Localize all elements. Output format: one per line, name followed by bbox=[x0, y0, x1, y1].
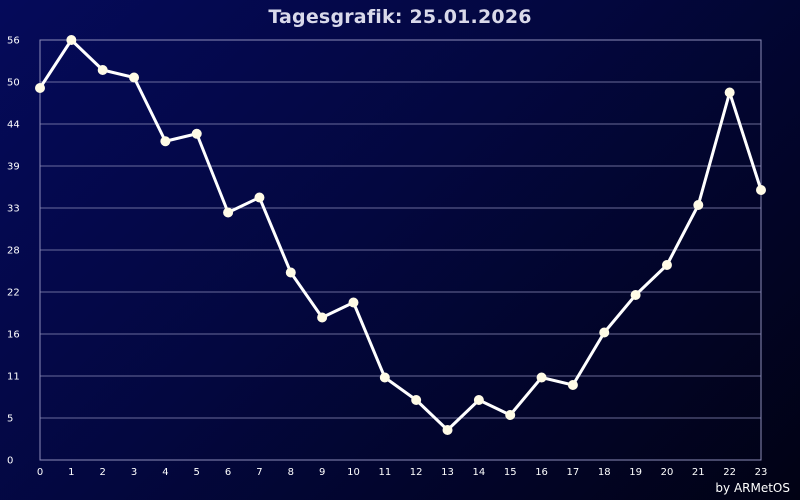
x-tick-label: 23 bbox=[755, 467, 768, 478]
x-tick-label: 13 bbox=[441, 467, 454, 478]
y-tick-label: 44 bbox=[7, 120, 20, 131]
data-point bbox=[536, 372, 547, 383]
data-point bbox=[129, 72, 140, 83]
y-tick-label: 16 bbox=[7, 330, 20, 341]
data-point bbox=[599, 327, 610, 338]
x-tick-label: 7 bbox=[256, 467, 262, 478]
x-tick-label: 5 bbox=[194, 467, 200, 478]
credit-text: by ARMetOS bbox=[715, 481, 790, 495]
data-point bbox=[473, 395, 484, 405]
data-point bbox=[160, 136, 171, 147]
data-point-layer bbox=[35, 35, 766, 435]
data-point bbox=[66, 35, 77, 45]
x-tick-label: 3 bbox=[131, 467, 137, 478]
y-tick-label: 50 bbox=[7, 78, 20, 89]
data-point bbox=[411, 395, 422, 405]
data-point bbox=[254, 192, 265, 203]
data-point bbox=[630, 290, 641, 300]
data-point bbox=[348, 297, 359, 308]
y-tick-label: 22 bbox=[7, 288, 20, 299]
data-point bbox=[724, 87, 735, 98]
data-point bbox=[693, 200, 704, 210]
x-tick-label: 4 bbox=[162, 467, 168, 478]
x-tick-label: 17 bbox=[567, 467, 580, 478]
data-point bbox=[191, 128, 202, 139]
y-tick-label: 5 bbox=[7, 414, 13, 425]
data-point bbox=[442, 425, 453, 435]
x-tick-label: 12 bbox=[410, 467, 423, 478]
series-line bbox=[38, 38, 763, 432]
x-tick-label: 18 bbox=[598, 467, 611, 478]
x-tick-label: 20 bbox=[661, 467, 674, 478]
x-tick-label: 11 bbox=[378, 467, 391, 478]
data-point bbox=[97, 65, 108, 75]
data-point bbox=[223, 207, 234, 218]
x-tick-label: 6 bbox=[225, 467, 231, 478]
data-point bbox=[567, 380, 578, 390]
x-tick-label: 22 bbox=[723, 467, 736, 478]
y-tick-label: 39 bbox=[7, 162, 20, 173]
y-tick-label: 33 bbox=[7, 204, 20, 215]
data-point bbox=[317, 312, 328, 323]
x-tick-label: 21 bbox=[692, 467, 705, 478]
x-tick-label: 1 bbox=[68, 467, 74, 478]
chart-title: Tagesgrafik: 25.01.2026 bbox=[268, 6, 532, 28]
x-tick-label: 19 bbox=[629, 467, 642, 478]
x-tick-label: 8 bbox=[288, 467, 294, 478]
x-tick-label: 14 bbox=[473, 467, 486, 478]
data-point bbox=[285, 267, 296, 278]
x-tick-label: 15 bbox=[504, 467, 517, 478]
data-point bbox=[35, 83, 45, 93]
y-tick-label: 0 bbox=[7, 456, 13, 467]
series-line-layer bbox=[38, 38, 763, 432]
data-point bbox=[379, 372, 390, 383]
x-tick-label: 9 bbox=[319, 467, 325, 478]
x-tick-label: 2 bbox=[100, 467, 106, 478]
y-tick-label: 11 bbox=[7, 372, 20, 383]
x-tick-label: 16 bbox=[535, 467, 548, 478]
y-tick-label: 56 bbox=[7, 36, 20, 47]
y-tick-label: 28 bbox=[7, 246, 20, 257]
data-point bbox=[661, 260, 672, 270]
grid-layer bbox=[39, 39, 762, 461]
x-tick-label: 10 bbox=[347, 467, 360, 478]
x-tick-label: 0 bbox=[37, 467, 43, 478]
data-point bbox=[756, 185, 766, 195]
data-point bbox=[505, 410, 516, 420]
